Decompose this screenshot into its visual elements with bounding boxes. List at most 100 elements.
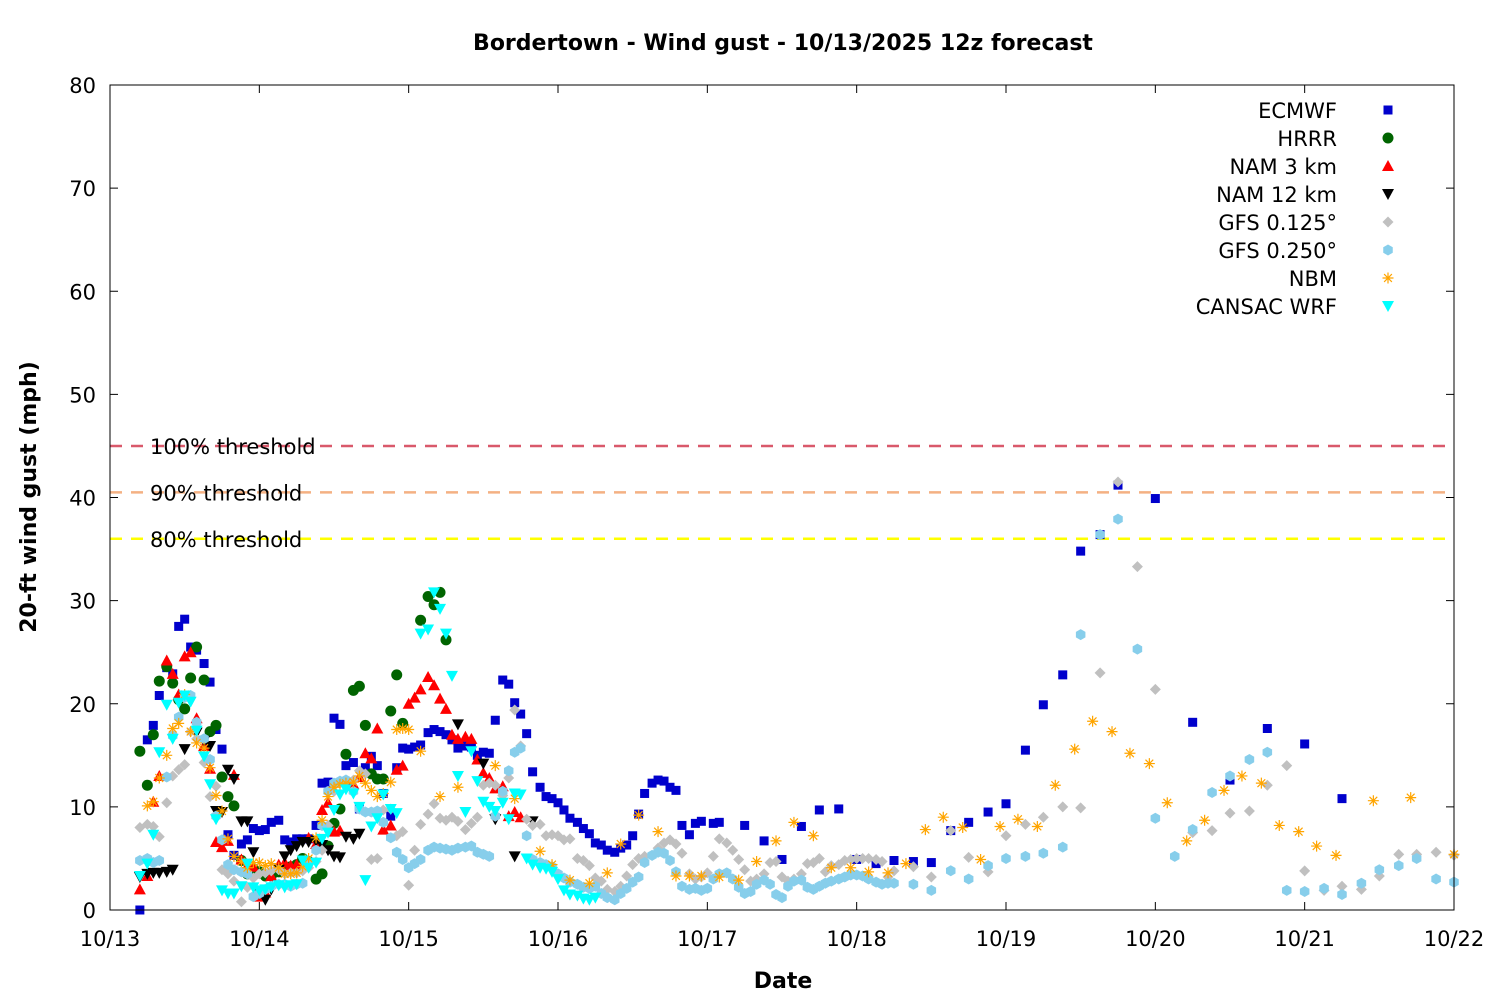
data-point: [390, 808, 403, 820]
data-point: [819, 866, 831, 878]
data-point: [1057, 801, 1069, 813]
data-point: [290, 879, 303, 891]
data-point: [452, 815, 464, 827]
data-point: [1161, 797, 1173, 809]
data-point: [216, 771, 228, 783]
data-point: [221, 764, 234, 776]
data-point: [546, 866, 559, 878]
data-point: [557, 885, 570, 897]
data-point: [535, 782, 545, 792]
data-point: [153, 675, 165, 687]
data-point: [477, 766, 490, 778]
data-point: [453, 743, 463, 753]
data-point: [1405, 792, 1417, 804]
data-point: [826, 875, 837, 887]
data-point: [796, 874, 807, 886]
data-point: [178, 744, 191, 756]
data-point: [371, 791, 383, 803]
data-point: [647, 778, 657, 788]
data-point: [1236, 770, 1248, 782]
x-axis-tick-labels: 10/13 10/14 10/15 10/16 10/17 10/18 10/19 10/20…: [80, 927, 1485, 951]
x-tick-label: 10/13: [80, 927, 141, 951]
y-tick-label: 70: [69, 177, 96, 201]
data-point: [807, 830, 819, 842]
data-point: [765, 878, 775, 890]
data-point: [1169, 850, 1180, 862]
data-point: [690, 818, 700, 828]
data-point: [707, 850, 719, 862]
data-point: [683, 870, 695, 882]
data-point: [540, 863, 553, 875]
data-point: [1243, 805, 1255, 817]
data-point: [322, 791, 334, 803]
data-point: [198, 751, 211, 763]
data-point: [845, 862, 857, 874]
data-point: [541, 792, 551, 802]
data-point: [222, 791, 234, 803]
data-point: [167, 677, 179, 689]
data-point: [1131, 561, 1143, 573]
data-point: [452, 781, 464, 793]
data-point: [926, 884, 937, 896]
data-point: [1143, 758, 1155, 770]
data-point: [133, 870, 146, 882]
x-tick-label: 10/16: [528, 927, 589, 951]
data-point: [390, 763, 403, 775]
data-point: [285, 868, 297, 880]
data-point: [391, 669, 403, 681]
data-point: [708, 818, 718, 828]
data-point: [147, 796, 159, 808]
data-point: [1020, 850, 1031, 862]
data-point: [983, 860, 993, 872]
data-point: [377, 823, 390, 835]
data-point: [174, 621, 184, 631]
data-point: [546, 859, 558, 871]
data-point: [770, 856, 782, 868]
data-point: [210, 835, 223, 847]
data-point: [578, 824, 588, 834]
data-point: [440, 634, 452, 646]
data-point: [292, 834, 302, 844]
data-point: [733, 881, 744, 893]
data-point: [1124, 747, 1136, 759]
data-point: [1076, 546, 1086, 556]
data-point: [296, 855, 309, 867]
data-point: [204, 741, 217, 753]
legend-marker: [1382, 160, 1394, 171]
data-point: [259, 860, 271, 872]
data-point: [863, 873, 874, 885]
data-point: [521, 830, 532, 842]
data-point: [777, 854, 787, 864]
y-tick-label: 20: [69, 693, 96, 717]
data-point: [135, 855, 145, 866]
data-point: [777, 892, 787, 904]
data-point: [166, 733, 179, 745]
data-point: [172, 697, 185, 709]
data-point: [440, 628, 452, 640]
data-point: [1020, 745, 1030, 755]
data-point: [185, 672, 197, 684]
data-point: [291, 867, 303, 879]
data-point: [328, 804, 340, 816]
data-point: [365, 752, 378, 764]
data-point: [676, 847, 688, 859]
data-point: [684, 830, 694, 840]
data-point: [372, 761, 382, 771]
data-point: [422, 591, 434, 602]
data-point: [514, 789, 527, 801]
data-point: [851, 852, 863, 864]
data-point: [863, 866, 875, 878]
x-tick-label: 10/17: [677, 927, 738, 951]
data-point: [204, 779, 217, 791]
data-point: [465, 817, 477, 829]
data-point: [834, 804, 844, 814]
data-point: [242, 835, 252, 845]
data-point: [584, 829, 594, 839]
data-point: [178, 690, 191, 702]
data-point: [714, 817, 724, 827]
data-point: [1393, 860, 1404, 872]
data-point: [994, 820, 1006, 832]
data-point: [384, 803, 397, 815]
data-point: [414, 628, 427, 640]
data-point: [348, 758, 358, 768]
